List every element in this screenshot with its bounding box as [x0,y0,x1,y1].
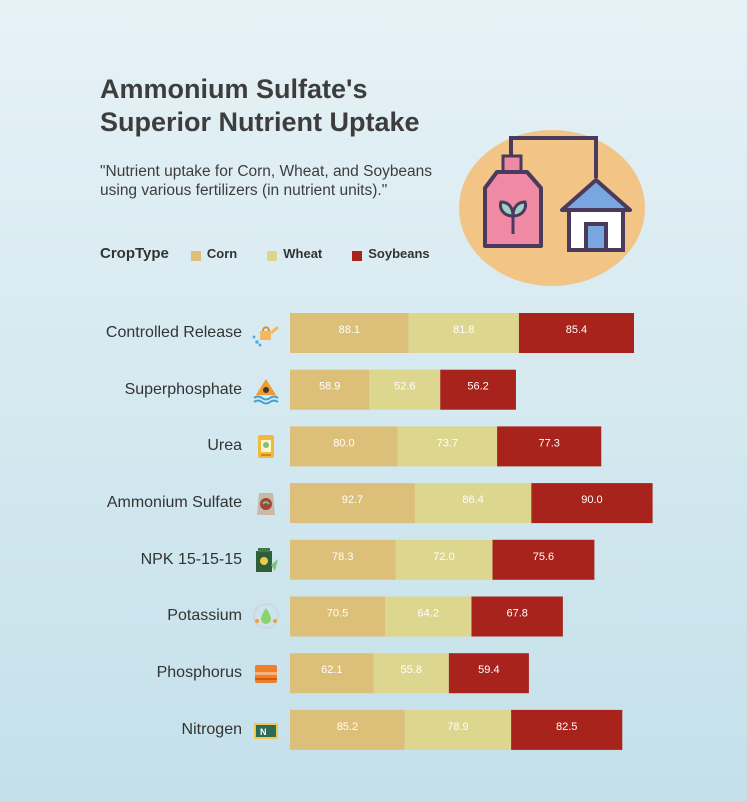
bar-soybeans-nitrogen [511,709,623,750]
data-label-wheat-controlled-release: 81.8 [453,324,474,336]
data-label-corn-superphosphate: 58.9 [319,381,340,393]
legend-title: CropType [100,244,169,262]
data-label-soybeans-nitrogen: 82.5 [556,721,577,733]
category-label-superphosphate: Superphosphate [124,381,242,398]
bar-wheat-urea [397,426,498,467]
bar-corn-superphosphate [290,369,370,410]
data-label-soybeans-urea: 77.3 [538,437,559,449]
data-label-corn-potassium: 70.5 [327,608,348,620]
bar-corn-potassium [290,596,385,637]
chart-title: Ammonium Sulfate's Superior Nutrient Upt… [100,73,420,139]
title-line-1: Ammonium Sulfate's [100,74,368,104]
title-line-2: Superior Nutrient Uptake [100,107,420,137]
data-label-corn-phosphorus: 62.1 [321,664,342,676]
category-label-potassium: Potassium [167,607,242,624]
phosphorus-box-icon [255,665,277,683]
data-label-soybeans-potassium: 67.8 [506,608,527,620]
bar-wheat-phosphorus [373,653,449,694]
bar-wheat-potassium [384,596,472,637]
data-label-wheat-urea: 73.7 [437,437,458,449]
category-label-urea: Urea [207,437,242,454]
data-label-corn-controlled-release: 88.1 [339,324,360,336]
bar-soybeans-ammonium-sulfate [531,483,653,524]
legend-label-wheat: Wheat [283,245,323,261]
data-label-soybeans-superphosphate: 56.2 [467,381,488,393]
data-label-corn-nitrogen: 85.2 [337,721,358,733]
data-label-wheat-npk-15-15-15: 72.0 [433,551,454,563]
legend-label-corn: Corn [206,245,238,261]
bar-corn-controlled-release [290,313,409,353]
data-label-soybeans-controlled-release: 85.4 [566,324,587,336]
legend-swatch-wheat [267,251,278,261]
chart-subtitle: "Nutrient uptake for Corn, Wheat, and So… [100,163,433,199]
legend-item-corn: Corn [190,245,238,261]
bar-corn-phosphorus [290,653,374,694]
bar-soybeans-controlled-release [518,313,635,353]
category-label-ammonium-sulfate: Ammonium Sulfate [106,494,242,511]
bar-soybeans-phosphorus [448,653,529,694]
fertilizer-box-icon [256,548,278,572]
bar-soybeans-superphosphate [440,369,516,410]
bar-corn-nitrogen [290,709,405,750]
data-label-soybeans-npk-15-15-15: 75.6 [533,551,554,563]
watering-can-icon [252,325,279,347]
bar-soybeans-potassium [471,596,563,637]
category-label-nitrogen: Nitrogen [181,721,242,738]
legend: CropType Corn Wheat Soybeans [100,243,460,263]
potassium-drop-icon [253,603,279,629]
data-label-soybeans-phosphorus: 59.4 [478,664,499,676]
legend-item-soybeans: Soybeans [352,245,430,261]
nitrogen-sign-icon: N [254,723,278,739]
bar-wheat-npk-15-15-15 [395,539,493,580]
category-label-phosphorus: Phosphorus [156,664,242,681]
data-label-wheat-nitrogen: 78.9 [447,721,468,733]
soil-bag-icon [257,493,275,515]
data-label-corn-urea: 80.0 [333,437,354,449]
fertilizer-house-illustration [459,130,645,286]
data-label-corn-npk-15-15-15: 78.3 [332,551,353,563]
data-label-wheat-phosphorus: 55.8 [401,664,422,676]
water-hazard-icon [253,379,279,405]
bar-corn-ammonium-sulfate [290,483,415,524]
legend-item-wheat: Wheat [267,245,322,261]
data-label-wheat-potassium: 64.2 [418,608,439,620]
data-label-soybeans-ammonium-sulfate: 90.0 [581,494,602,506]
bar-soybeans-npk-15-15-15 [492,539,595,580]
legend-swatch-soybeans [352,251,363,261]
category-label-npk-15-15-15: NPK 15-15-15 [140,551,242,568]
data-label-corn-ammonium-sulfate: 92.7 [342,494,363,506]
data-label-wheat-ammonium-sulfate: 86.4 [462,494,483,506]
bar-wheat-ammonium-sulfate [414,483,532,524]
data-label-wheat-superphosphate: 52.6 [394,381,415,393]
bar-corn-npk-15-15-15 [290,539,396,580]
fertilizer-bag-icon [258,435,274,458]
svg-text:N: N [260,727,267,737]
bar-wheat-superphosphate [369,369,441,410]
legend-swatch-corn [190,251,201,261]
bar-corn-urea [290,426,398,467]
bar-soybeans-urea [497,426,602,467]
category-label-controlled-release: Controlled Release [105,324,242,341]
bar-wheat-controlled-release [408,313,519,353]
legend-label-soybeans: Soybeans [368,245,430,261]
bar-wheat-nitrogen [404,709,512,750]
